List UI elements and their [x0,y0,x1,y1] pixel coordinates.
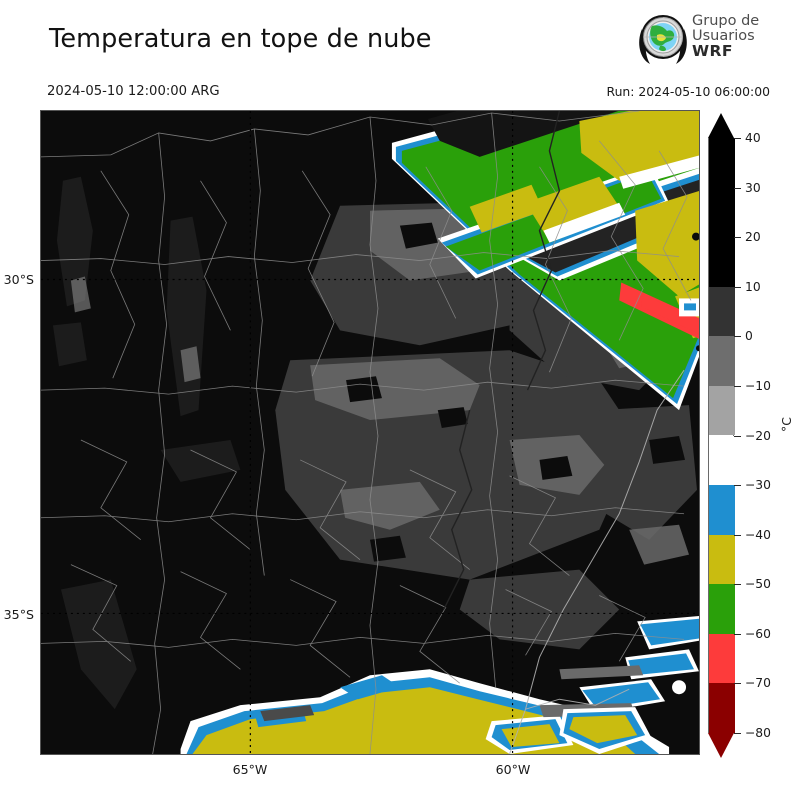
colorbar-tick [734,187,741,189]
colorbar-tick-label: 10 [745,279,761,294]
lon-label-65w: 65°W [232,762,268,777]
colorbar-tick-label: −20 [745,428,771,443]
colorbar-tick [734,584,741,586]
logo: Grupo de Usuarios WRF [636,12,796,72]
lat-label-35s: 35°S [3,607,34,622]
colorbar-tick-label: −40 [745,527,771,542]
colorbar-tick-label: 40 [745,131,761,145]
colorbar-segment-9 [709,683,735,733]
colorbar-tick [734,534,741,536]
colorbar-tick [734,683,741,685]
colorbar-segment-3 [709,385,735,436]
colorbar-tick-label: 0 [745,329,753,344]
valid-time-label: 2024-05-10 12:00:00 ARG [47,84,220,99]
colorbar-segment-0 [709,138,735,287]
colorbar-tick [734,435,741,437]
colorbar-tick [734,336,741,338]
lat-label-30s: 30°S [3,272,34,287]
colorbar-tick [734,633,741,635]
colorbar[interactable]: 40 30 20 10 0 −10 −20 −30 −40 −50 −60 −70 −80 [708,113,771,758]
colorbar-tick [734,385,741,387]
colorbar-extend-max-arrow [708,113,734,138]
colorbar-segment-2 [709,336,735,386]
colorbar-tick-label: −30 [745,478,771,493]
temperature-field [41,111,699,754]
colorbar-tick [734,138,741,139]
page-title: Temperatura en tope de nube [49,24,432,54]
colorbar-tick-label: −70 [745,676,771,691]
colorbar-tick [734,237,741,239]
colorbar-tick [734,485,741,487]
colorbar-tick-label: −10 [745,378,771,393]
wrf-globe-logo-icon [639,15,687,64]
colorbar-unit-label: °C [779,417,794,432]
logo-line-2: Usuarios [692,27,755,44]
colorbar-gradient [708,138,735,733]
colorbar-segment-1 [709,286,735,337]
colorbar-extend-min-arrow [708,733,734,758]
colorbar-segment-7 [709,584,735,634]
lon-label-60w: 60°W [495,762,531,777]
map-panel[interactable] [40,110,700,755]
colorbar-segment-5 [709,485,735,535]
run-time-label: Run: 2024-05-10 06:00:00 [606,84,770,99]
colorbar-segment-6 [709,534,735,585]
colorbar-tick [734,733,741,734]
colorbar-tick [734,286,741,288]
colorbar-tick-label: −80 [745,726,771,740]
colorbar-tick-label: 20 [745,230,761,245]
colorbar-tick-label: −50 [745,577,771,592]
colorbar-tick-label: −60 [745,626,771,641]
logo-line-3: WRF [692,41,733,60]
logo-line-1: Grupo de [692,13,760,29]
colorbar-segment-4 [709,435,735,486]
colorbar-tick-label: 30 [745,180,761,195]
logo-text: Grupo de Usuarios WRF [692,14,796,60]
colorbar-segment-8 [709,633,735,684]
